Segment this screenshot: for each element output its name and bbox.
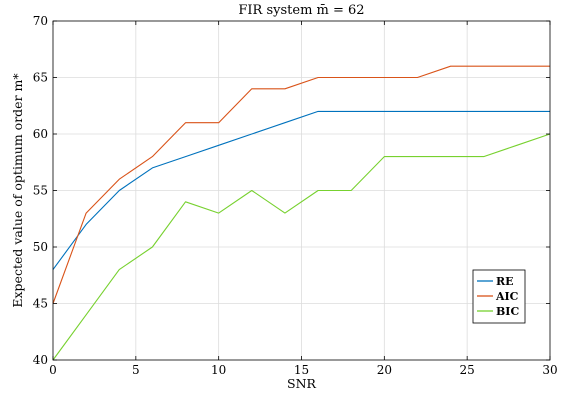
series-line-aic	[52, 65, 550, 304]
legend-label-re: RE	[496, 275, 514, 288]
x-tick-label: 20	[377, 363, 392, 377]
y-tick-label: 40	[33, 353, 48, 367]
y-tick-label: 60	[33, 127, 48, 141]
x-tick-label: 25	[460, 363, 475, 377]
y-tick-label: 45	[33, 297, 48, 311]
chart-title: FIR system m̄ = 62	[238, 3, 364, 18]
y-axis-label: Expected value of optimum order m*	[10, 73, 25, 308]
legend-label-bic: BIC	[496, 305, 519, 318]
y-tick-label: 65	[33, 71, 48, 85]
x-axis-label: SNR	[287, 376, 317, 391]
x-tick-label: 10	[211, 363, 226, 377]
axis-ticks: 0 5 10 15 20 25 30 40 45 50 55 60 65 70	[33, 14, 558, 377]
legend: RE AIC BIC	[472, 269, 526, 324]
y-tick-label: 70	[33, 14, 48, 28]
series-line-re	[52, 110, 550, 270]
plot-series	[52, 65, 551, 361]
x-tick-label: 5	[132, 363, 140, 377]
x-tick-label: 30	[542, 363, 557, 377]
y-tick-label: 55	[33, 184, 48, 198]
legend-label-aic: AIC	[495, 290, 519, 303]
y-tick-label: 50	[33, 240, 48, 254]
x-tick-label: 15	[294, 363, 309, 377]
grid	[53, 21, 550, 360]
series-line-bic	[52, 133, 551, 361]
x-tick-label: 0	[49, 363, 57, 377]
